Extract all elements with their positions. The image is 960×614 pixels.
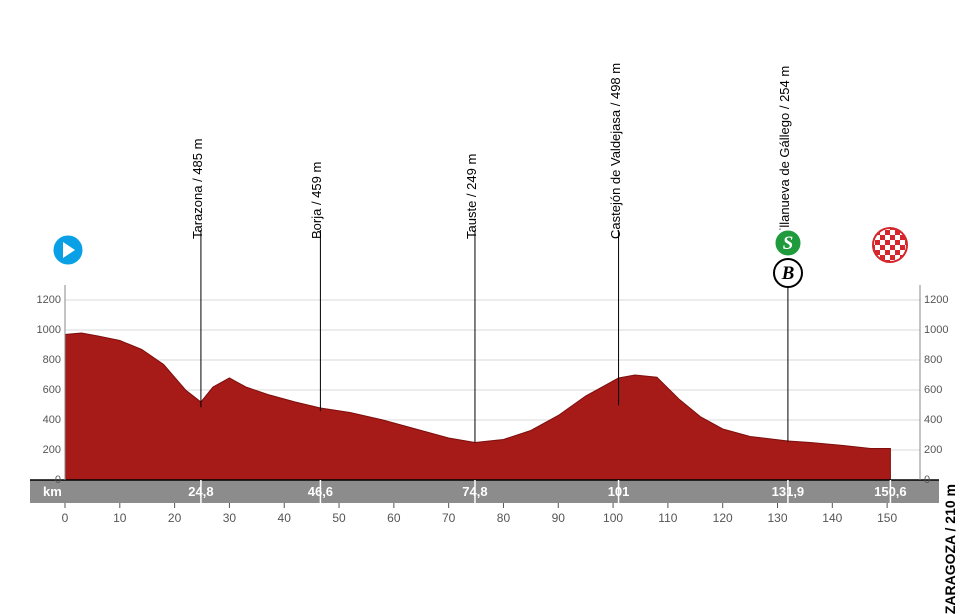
y-tick-right: 400	[924, 414, 954, 426]
y-tick-right: 800	[924, 354, 954, 366]
chart-canvas	[0, 0, 960, 552]
waypoint-km: 131,9	[772, 484, 805, 499]
finish-location-label: ZARAGOZA / 210 m	[942, 484, 958, 614]
y-tick-left: 400	[31, 414, 61, 426]
y-tick-right: 0	[924, 474, 954, 486]
x-tick: 110	[658, 511, 677, 525]
x-tick: 70	[442, 511, 455, 525]
x-tick: 40	[278, 511, 291, 525]
sprint-marker-icon: S	[771, 226, 805, 260]
x-tick: 20	[168, 511, 181, 525]
waypoint-label: Borja / 459 m	[309, 162, 324, 239]
x-tick: 30	[223, 511, 236, 525]
waypoint-label: Villanueva de Gállego / 254 m	[777, 66, 792, 239]
y-tick-left: 1200	[31, 294, 61, 306]
x-tick: 80	[497, 511, 510, 525]
x-tick: 150	[877, 511, 897, 525]
y-tick-right: 1000	[924, 324, 954, 336]
finish-marker-icon	[870, 225, 910, 265]
waypoint-label: Tarazona / 485 m	[190, 139, 205, 239]
waypoint-km: 150,6	[874, 484, 907, 499]
start-marker-icon	[49, 231, 87, 269]
svg-text:S: S	[783, 233, 794, 254]
waypoint-km: 46,6	[308, 484, 333, 499]
x-tick: 140	[822, 511, 842, 525]
x-tick: 50	[332, 511, 345, 525]
x-tick: 0	[62, 511, 69, 525]
x-tick: 130	[767, 511, 787, 525]
x-tick: 90	[552, 511, 565, 525]
waypoint-label: Castejón de Valdejasa / 498 m	[608, 63, 623, 239]
bonus-marker-icon: B	[771, 256, 805, 290]
y-tick-left: 600	[31, 384, 61, 396]
y-tick-right: 600	[924, 384, 954, 396]
y-tick-right: 200	[924, 444, 954, 456]
y-tick-left: 200	[31, 444, 61, 456]
waypoint-label: Tauste / 249 m	[464, 154, 479, 239]
svg-text:B: B	[781, 263, 795, 284]
x-tick: 100	[603, 511, 623, 525]
waypoint-km: 101	[608, 484, 630, 499]
x-tick: 10	[113, 511, 126, 525]
waypoint-km: 24,8	[188, 484, 213, 499]
x-tick: 120	[713, 511, 733, 525]
x-tick: 60	[387, 511, 400, 525]
y-tick-right: 1200	[924, 294, 954, 306]
waypoint-km: 74,8	[462, 484, 487, 499]
elevation-profile-chart: ÓLVEGA / 984 m ZARAGOZA / 210 m 00200200…	[0, 0, 960, 552]
y-tick-left: 1000	[31, 324, 61, 336]
km-unit-label: km	[43, 484, 62, 499]
start-location-label: ÓLVEGA / 984 m	[0, 375, 2, 484]
y-tick-left: 800	[31, 354, 61, 366]
